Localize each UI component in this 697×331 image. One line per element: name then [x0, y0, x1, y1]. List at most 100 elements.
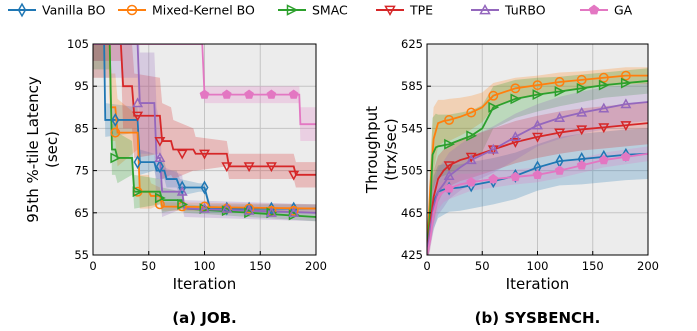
marker-tpe — [576, 125, 588, 136]
x-tick-label: 150 — [582, 259, 604, 273]
marker-smac — [510, 93, 522, 105]
marker-tpe — [509, 138, 521, 148]
marker-mixed-kernel-bo — [532, 80, 543, 91]
plot-area — [93, 44, 316, 222]
marker-turbo — [243, 204, 255, 215]
legend-marker-icon — [479, 3, 491, 15]
marker-smac — [177, 198, 189, 210]
plot-area — [427, 67, 648, 255]
legend-marker-icon — [126, 4, 138, 16]
marker-turbo — [176, 185, 188, 196]
x-tick-label: 0 — [89, 259, 96, 273]
marker-mixed-kernel-bo — [488, 90, 499, 101]
marker-smac — [466, 130, 478, 142]
legend-marker-icon — [588, 4, 600, 15]
legend-item-mixed-kernel-bo: Mixed-Kernel BO — [118, 3, 255, 18]
legend-label: GA — [614, 3, 633, 18]
legend-item-vanilla-bo: Vanilla BO — [8, 3, 106, 18]
legend-item-ga: GA — [580, 3, 633, 18]
marker-ga — [554, 165, 565, 175]
series-line-tpe — [427, 122, 648, 255]
marker-tpe — [554, 128, 566, 139]
marker-smac — [154, 192, 166, 204]
band-smac — [427, 68, 648, 255]
x-tick-label: 100 — [194, 259, 216, 273]
band-vanilla-bo — [427, 128, 648, 255]
series-line-turbo — [427, 101, 648, 255]
marker-smac — [554, 86, 566, 97]
marker-turbo — [199, 202, 210, 213]
marker-vanilla-bo — [133, 155, 142, 170]
band-mixed-kernel-bo — [427, 67, 648, 255]
marker-ga — [288, 89, 299, 99]
marker-smac — [110, 152, 122, 164]
marker-ga — [510, 171, 521, 182]
marker-tpe — [265, 162, 277, 173]
legend-label: Vanilla BO — [42, 3, 106, 18]
legend-item-turbo: TuRBO — [471, 3, 546, 18]
chart-caption: (b) SYSBENCH. — [475, 309, 601, 327]
marker-tpe — [465, 152, 477, 163]
marker-vanilla-bo — [178, 180, 187, 195]
y-tick-label: 85 — [74, 121, 89, 135]
marker-smac — [266, 207, 278, 219]
legend: Vanilla BO Mixed-Kernel BO SMAC TPE TuRBO GA — [8, 3, 633, 18]
y-tick-label: 425 — [401, 248, 423, 262]
band-tpe — [427, 102, 648, 255]
marker-ga — [244, 89, 254, 99]
marker-tpe — [620, 121, 632, 131]
legend-item-smac: SMAC — [278, 3, 348, 18]
marker-ga — [488, 173, 499, 184]
x-tick-label: 150 — [249, 259, 271, 273]
band-tpe — [93, 44, 316, 188]
marker-ga — [598, 154, 609, 165]
marker-tpe — [532, 132, 543, 143]
marker-mixed-kernel-bo — [466, 107, 477, 118]
marker-turbo — [509, 131, 521, 141]
series-line-mixed-kernel-bo — [427, 74, 648, 255]
x-tick-label: 200 — [305, 259, 327, 273]
band-turbo — [93, 44, 316, 222]
x-tick-label: 50 — [141, 259, 156, 273]
marker-vanilla-bo — [155, 159, 164, 174]
marker-ga — [532, 169, 543, 179]
y-tick-label: 625 — [401, 37, 423, 51]
marker-ga — [444, 183, 454, 193]
marker-turbo — [598, 102, 610, 113]
marker-tpe — [154, 136, 166, 147]
marker-smac — [444, 138, 455, 150]
marker-vanilla-bo — [111, 112, 120, 127]
marker-turbo — [532, 119, 543, 130]
chart-caption: (a) JOB. — [172, 309, 237, 327]
marker-smac — [132, 186, 144, 198]
y-axis-label-line: 95th %-tile Latency — [24, 76, 42, 223]
marker-vanilla-bo — [200, 180, 209, 195]
marker-turbo — [576, 106, 588, 117]
marker-mixed-kernel-bo — [444, 115, 455, 125]
marker-turbo — [443, 170, 455, 180]
marker-mixed-kernel-bo — [598, 72, 609, 83]
legend-label: SMAC — [312, 3, 348, 18]
legend-label: Mixed-Kernel BO — [152, 3, 255, 18]
y-tick-label: 505 — [401, 164, 423, 178]
marker-turbo — [554, 112, 566, 122]
marker-turbo — [132, 97, 144, 108]
y-tick-label: 55 — [74, 248, 89, 262]
marker-smac — [598, 79, 610, 91]
y-tick-label: 545 — [401, 121, 423, 135]
x-axis-label: Iteration — [173, 275, 237, 293]
marker-ga — [621, 151, 631, 162]
band-turbo — [427, 83, 648, 255]
chart-sysbench: 0 50 100 150 200 425 465 505 545 585 625 Iteration T… — [363, 37, 659, 327]
marker-mixed-kernel-bo — [576, 74, 587, 85]
marker-turbo — [221, 202, 233, 213]
marker-turbo — [465, 154, 477, 165]
x-tick-label: 200 — [637, 259, 659, 273]
marker-turbo — [154, 152, 166, 163]
marker-smac — [576, 82, 588, 94]
y-tick-label: 65 — [74, 206, 89, 220]
y-tick-label: 585 — [401, 79, 423, 93]
marker-smac — [532, 89, 544, 101]
band-vanilla-bo — [93, 44, 316, 213]
marker-ga — [221, 89, 232, 99]
